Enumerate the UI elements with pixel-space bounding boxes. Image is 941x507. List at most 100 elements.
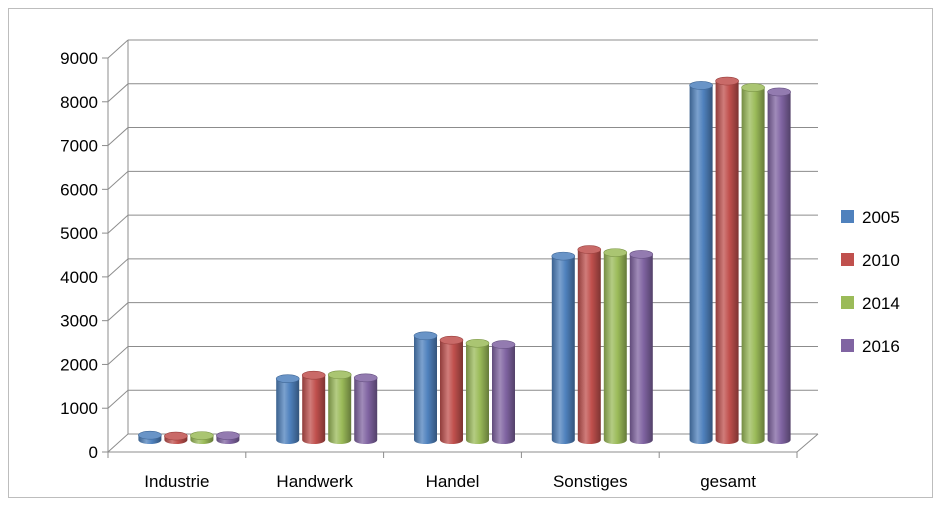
legend-item: 2005 [841, 208, 900, 227]
bar-top [491, 340, 516, 349]
x-axis-ticks: Industrie Handwerk Handel Sonstiges gesamt [107, 452, 798, 491]
bars [138, 76, 791, 445]
bar [715, 76, 739, 445]
bar [551, 251, 576, 444]
y-tick-label: 1000 [60, 399, 98, 418]
y-axis-ticks: 0 1000 2000 3000 4000 5000 6000 7000 8000 9000 [60, 49, 98, 462]
legend-label: 2010 [862, 251, 900, 270]
bar-top [577, 245, 602, 254]
bar-top [275, 374, 300, 384]
bar-top [301, 370, 326, 380]
legend-item: 2014 [841, 294, 900, 313]
y-tick-label: 4000 [60, 268, 98, 287]
legend: 2005 2010 2014 2016 [841, 208, 900, 356]
gridline-diag [107, 170, 129, 190]
x-tick-label: Handel [426, 472, 480, 491]
bar [689, 81, 713, 445]
bar [741, 83, 765, 444]
bar-top [689, 81, 713, 90]
bar-body [302, 375, 326, 444]
bar-top [216, 431, 240, 440]
bar [190, 431, 214, 444]
chart-frame [8, 8, 933, 498]
legend-item: 2016 [841, 337, 900, 356]
bar-top [353, 373, 378, 383]
floor-right-edge [796, 433, 819, 453]
gridline-diag [107, 433, 129, 453]
bar [629, 250, 654, 444]
gridline-diag [107, 346, 129, 365]
bar [577, 245, 602, 444]
bar [439, 335, 464, 444]
bar-body [354, 377, 378, 444]
gridline-diag [107, 83, 129, 103]
legend-swatch [841, 339, 854, 352]
bar-body [689, 85, 713, 445]
bar-body [741, 87, 765, 444]
gridline-diag [107, 127, 129, 146]
y-tick-label: 2000 [60, 355, 98, 374]
bar-body [551, 256, 575, 444]
bar-top [190, 431, 214, 440]
bar-top [741, 83, 765, 92]
y-tick-label: 3000 [60, 312, 98, 331]
x-tick-label: gesamt [700, 472, 756, 491]
bar-body [276, 378, 300, 444]
bar-top [629, 250, 654, 259]
legend-swatch [841, 296, 854, 309]
bar-body [492, 344, 515, 444]
gridline-diag [107, 39, 129, 59]
bar [491, 340, 516, 444]
y-tick-label: 9000 [60, 49, 98, 68]
gridline-diag [107, 214, 129, 234]
bar [138, 430, 162, 444]
bar [353, 373, 378, 444]
bar-top [767, 87, 791, 97]
legend-swatch [841, 210, 854, 223]
legend-swatch [841, 253, 854, 266]
chart-walls [107, 40, 819, 453]
bar-body [328, 374, 352, 444]
bar-body [440, 340, 463, 444]
x-tick-label: Industrie [144, 472, 209, 491]
bar-body [629, 254, 653, 444]
gridline-diag [107, 302, 129, 322]
bar [413, 331, 438, 444]
bar-top [715, 76, 739, 86]
x-tick-label: Sonstiges [553, 472, 628, 491]
bar [465, 338, 490, 444]
bar-body [466, 343, 489, 444]
bar [216, 431, 240, 444]
y-tick-label: 8000 [60, 93, 98, 112]
legend-label: 2005 [862, 208, 900, 227]
bar [164, 431, 188, 444]
bar-body [577, 249, 601, 444]
legend-item: 2010 [841, 251, 900, 270]
gridline-diag [107, 389, 129, 409]
legend-label: 2016 [862, 337, 900, 356]
bar-top [603, 248, 628, 257]
legend-label: 2014 [862, 294, 900, 313]
bar-top [413, 331, 438, 341]
bar [275, 374, 300, 444]
gridline-diag [107, 258, 129, 278]
y-tick-label: 6000 [60, 180, 98, 199]
bar [301, 370, 326, 444]
bar-body [414, 335, 437, 444]
bar-top [138, 430, 162, 440]
y-tick-label: 0 [89, 443, 98, 462]
y-tick-label: 7000 [60, 137, 98, 156]
x-tick-label: Handwerk [276, 472, 353, 491]
bar-top [439, 335, 464, 345]
y-tick-label: 5000 [60, 224, 98, 243]
bar-body [715, 81, 739, 445]
bar-top [327, 370, 352, 380]
bar-top [164, 431, 188, 441]
bar-top [551, 251, 576, 261]
bar-top [465, 338, 490, 348]
bar [603, 248, 628, 444]
bar-body [603, 252, 627, 444]
bar [327, 370, 352, 444]
